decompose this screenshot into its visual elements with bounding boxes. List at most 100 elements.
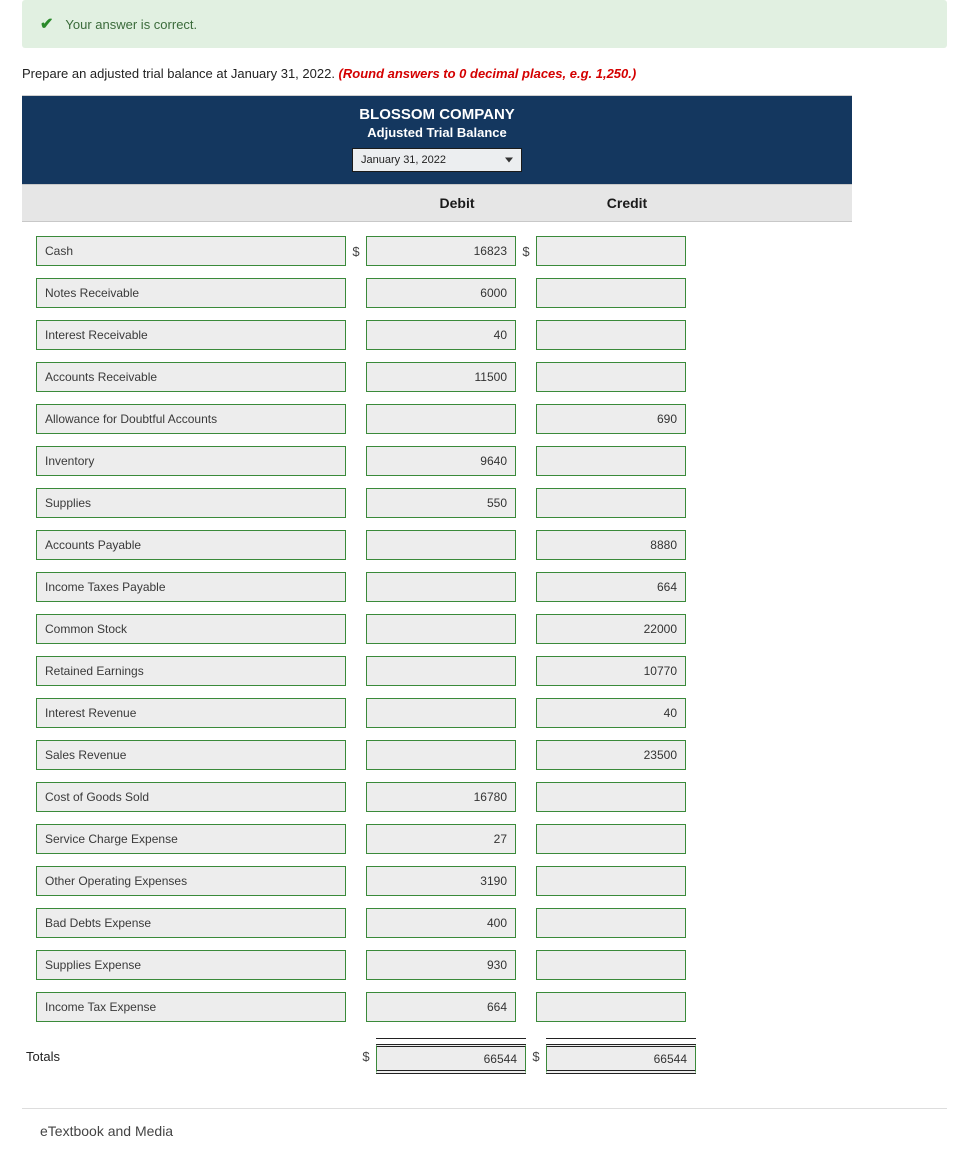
account-name-input[interactable]: Service Charge Expense [36,824,346,854]
credit-input[interactable] [536,782,686,812]
account-name-input[interactable]: Inventory [36,446,346,476]
debit-input[interactable]: 400 [366,908,516,938]
debit-input[interactable] [366,656,516,686]
debit-input[interactable] [366,404,516,434]
account-name-input[interactable]: Bad Debts Expense [36,908,346,938]
debit-header: Debit [382,195,532,211]
currency-symbol: $ [526,1049,546,1064]
credit-input[interactable] [536,824,686,854]
credit-input[interactable]: 690 [536,404,686,434]
account-name-input[interactable]: Accounts Payable [36,530,346,560]
date-selected-value: January 31, 2022 [353,149,521,171]
table-row: Income Tax Expense 664 [22,986,852,1028]
debit-input[interactable]: 11500 [366,362,516,392]
credit-input[interactable]: 8880 [536,530,686,560]
debit-input[interactable] [366,698,516,728]
account-name-input[interactable]: Retained Earnings [36,656,346,686]
credit-input[interactable] [536,446,686,476]
etextbook-media-link[interactable]: eTextbook and Media [22,1108,947,1145]
account-name-input[interactable]: Supplies Expense [36,950,346,980]
date-dropdown[interactable]: January 31, 2022 [352,148,522,172]
check-icon: ✔ [40,14,53,34]
question-instruction: Prepare an adjusted trial balance at Jan… [22,66,947,81]
table-row: Supplies Expense 930 [22,944,852,986]
credit-input[interactable]: 40 [536,698,686,728]
debit-input[interactable]: 16823 [366,236,516,266]
table-row: Interest Receivable 40 [22,314,852,356]
table-row: Notes Receivable 6000 [22,272,852,314]
table-row: Inventory 9640 [22,440,852,482]
account-name-input[interactable]: Cost of Goods Sold [36,782,346,812]
debit-input[interactable]: 550 [366,488,516,518]
debit-input[interactable] [366,614,516,644]
company-name: BLOSSOM COMPANY [22,106,852,123]
debit-input[interactable] [366,530,516,560]
debit-input[interactable]: 27 [366,824,516,854]
instruction-plain: Prepare an adjusted trial balance at Jan… [22,66,339,81]
totals-debit-input[interactable]: 66544 [376,1044,526,1074]
debit-input[interactable] [366,572,516,602]
currency-symbol: $ [346,244,366,259]
table-row: Accounts Payable 8880 [22,524,852,566]
credit-input[interactable] [536,908,686,938]
credit-input[interactable]: 10770 [536,656,686,686]
table-row: Income Taxes Payable 664 [22,566,852,608]
totals-credit-input[interactable]: 66544 [546,1044,696,1074]
table-row: Interest Revenue 40 [22,692,852,734]
trial-balance-table: BLOSSOM COMPANY Adjusted Trial Balance J… [22,95,852,1084]
table-row: Other Operating Expenses 3190 [22,860,852,902]
debit-input[interactable]: 6000 [366,278,516,308]
account-name-input[interactable]: Supplies [36,488,346,518]
table-row: Allowance for Doubtful Accounts 690 [22,398,852,440]
credit-input[interactable] [536,236,686,266]
account-name-input[interactable]: Income Taxes Payable [36,572,346,602]
totals-row: Totals $ 66544 $ 66544 [22,1028,852,1084]
account-name-input[interactable]: Notes Receivable [36,278,346,308]
debit-input[interactable]: 3190 [366,866,516,896]
table-row: Retained Earnings 10770 [22,650,852,692]
table-row: Cost of Goods Sold 16780 [22,776,852,818]
debit-input[interactable]: 664 [366,992,516,1022]
account-name-input[interactable]: Common Stock [36,614,346,644]
balance-rows: Cash$16823$Notes Receivable6000Interest … [22,222,852,1028]
table-row: Accounts Receivable 11500 [22,356,852,398]
banner-text: Your answer is correct. [65,17,197,32]
account-name-input[interactable]: Other Operating Expenses [36,866,346,896]
credit-header: Credit [552,195,702,211]
credit-input[interactable] [536,950,686,980]
credit-input[interactable] [536,866,686,896]
table-row: Sales Revenue 23500 [22,734,852,776]
table-row: Cash$16823$ [22,230,852,272]
table-row: Bad Debts Expense 400 [22,902,852,944]
debit-input[interactable] [366,740,516,770]
credit-input[interactable]: 23500 [536,740,686,770]
table-row: Common Stock 22000 [22,608,852,650]
account-name-input[interactable]: Sales Revenue [36,740,346,770]
debit-input[interactable]: 9640 [366,446,516,476]
report-subtitle: Adjusted Trial Balance [22,125,852,140]
column-header-row: Debit Credit [22,184,852,222]
credit-input[interactable]: 664 [536,572,686,602]
totals-label: Totals [22,1049,356,1064]
account-name-input[interactable]: Allowance for Doubtful Accounts [36,404,346,434]
credit-input[interactable] [536,320,686,350]
debit-input[interactable]: 40 [366,320,516,350]
credit-input[interactable] [536,992,686,1022]
debit-input[interactable]: 16780 [366,782,516,812]
account-name-input[interactable]: Interest Receivable [36,320,346,350]
instruction-emphasis: (Round answers to 0 decimal places, e.g.… [339,66,637,81]
account-name-input[interactable]: Accounts Receivable [36,362,346,392]
credit-input[interactable]: 22000 [536,614,686,644]
currency-symbol: $ [356,1049,376,1064]
account-name-input[interactable]: Income Tax Expense [36,992,346,1022]
credit-input[interactable] [536,278,686,308]
account-name-input[interactable]: Interest Revenue [36,698,346,728]
credit-input[interactable] [536,488,686,518]
table-row: Service Charge Expense 27 [22,818,852,860]
chevron-down-icon [505,158,513,163]
debit-input[interactable]: 930 [366,950,516,980]
credit-input[interactable] [536,362,686,392]
table-title-block: BLOSSOM COMPANY Adjusted Trial Balance J… [22,96,852,184]
account-name-input[interactable]: Cash [36,236,346,266]
currency-symbol: $ [516,244,536,259]
